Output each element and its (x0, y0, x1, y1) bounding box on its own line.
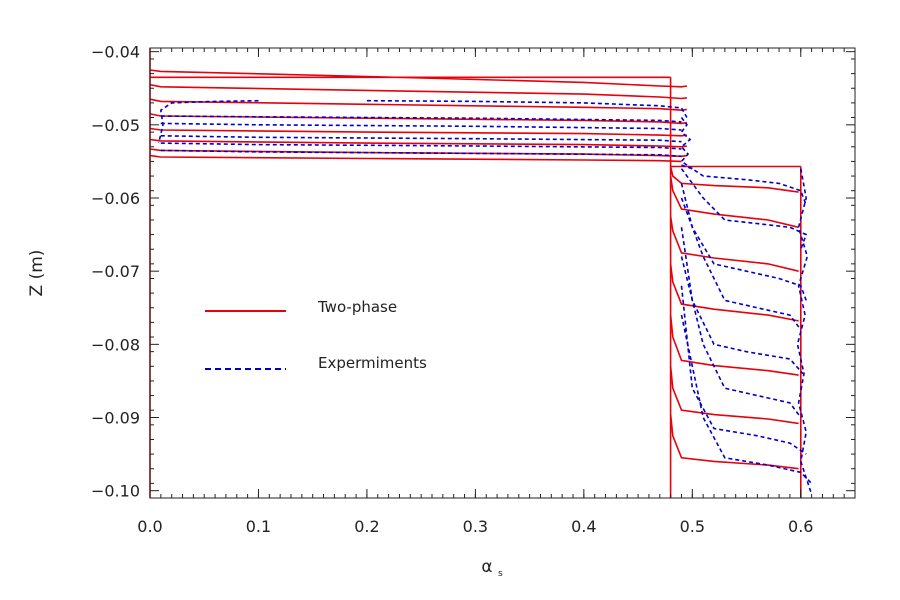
two-phase-curve-5 (149, 69, 688, 88)
x-tick-label: 0.5 (680, 517, 705, 536)
legend: Two-phase Expermiments (205, 298, 427, 372)
two-phase-curve-9 (149, 127, 688, 137)
x-tick-label: 0.2 (354, 517, 379, 536)
y-tick-label: −0.05 (91, 116, 140, 135)
experiment-curve-1 (366, 99, 688, 118)
two-phase-curve-18 (669, 366, 799, 425)
x-tick-label: 0.3 (463, 517, 488, 536)
x-axis-label-sub: s (498, 569, 503, 579)
experiment-curve-2 (160, 115, 682, 123)
two-phase-curve-15 (669, 216, 799, 272)
ticks-layer: 0.0 0.1 0.2 0.3 0.4 0.5 0.6 −0.04 −0.05 −0.06 −0.0… (91, 43, 856, 536)
legend-label-two-phase: Two-phase (317, 298, 397, 316)
x-tick-label: 0.4 (571, 517, 596, 536)
x-axis-label: α s (481, 557, 503, 579)
experiment-curve-13 (680, 256, 802, 418)
series-two-phase (149, 48, 802, 498)
x-axis-label-main: α (481, 557, 492, 577)
two-phase-curve-19 (669, 413, 799, 470)
two-phase-curve-10 (149, 138, 688, 148)
two-phase-curve-16 (669, 263, 799, 322)
experiment-curve-16 (796, 168, 813, 495)
experiment-curve-12 (680, 227, 804, 375)
two-phase-curve-14 (669, 175, 799, 229)
two-phase-curve-8 (149, 113, 688, 125)
experiment-curve-10 (680, 183, 807, 301)
experiment-curve-9 (680, 168, 808, 250)
two-phase-curve-6 (149, 83, 688, 100)
two-phase-curve-17 (669, 315, 799, 376)
two-phase-curve-7 (149, 98, 688, 112)
plot-frame (149, 47, 856, 499)
y-tick-label: −0.06 (91, 189, 140, 208)
experiment-curve-4 (160, 135, 682, 143)
experiment-curve-14 (680, 285, 807, 455)
y-tick-label: −0.08 (91, 335, 140, 354)
x-tick-label: 0.6 (788, 517, 813, 536)
two-phase-curve-11 (149, 148, 688, 158)
two-phase-curve-12 (149, 154, 682, 163)
series-experiments (157, 99, 813, 495)
experiment-curve-15 (680, 314, 813, 484)
series-layer (149, 48, 813, 498)
y-tick-label: −0.09 (91, 409, 140, 428)
legend-label-experiments: Expermiments (318, 354, 427, 372)
y-tick-label: −0.10 (91, 482, 140, 501)
experiment-curve-11 (680, 197, 802, 331)
experiment-curve-3 (160, 122, 682, 131)
experiment-curve-6 (160, 149, 682, 158)
x-tick-label: 0.0 (137, 517, 162, 536)
experiment-curve-0 (157, 99, 259, 144)
experiment-curve-7 (680, 117, 693, 170)
two-phase-curve-13 (669, 166, 799, 193)
experiment-curve-5 (160, 142, 682, 150)
x-tick-label: 0.1 (246, 517, 271, 536)
y-tick-label: −0.04 (91, 43, 140, 62)
y-axis-label: Z (m) (27, 250, 47, 297)
y-tick-label: −0.07 (91, 262, 140, 281)
